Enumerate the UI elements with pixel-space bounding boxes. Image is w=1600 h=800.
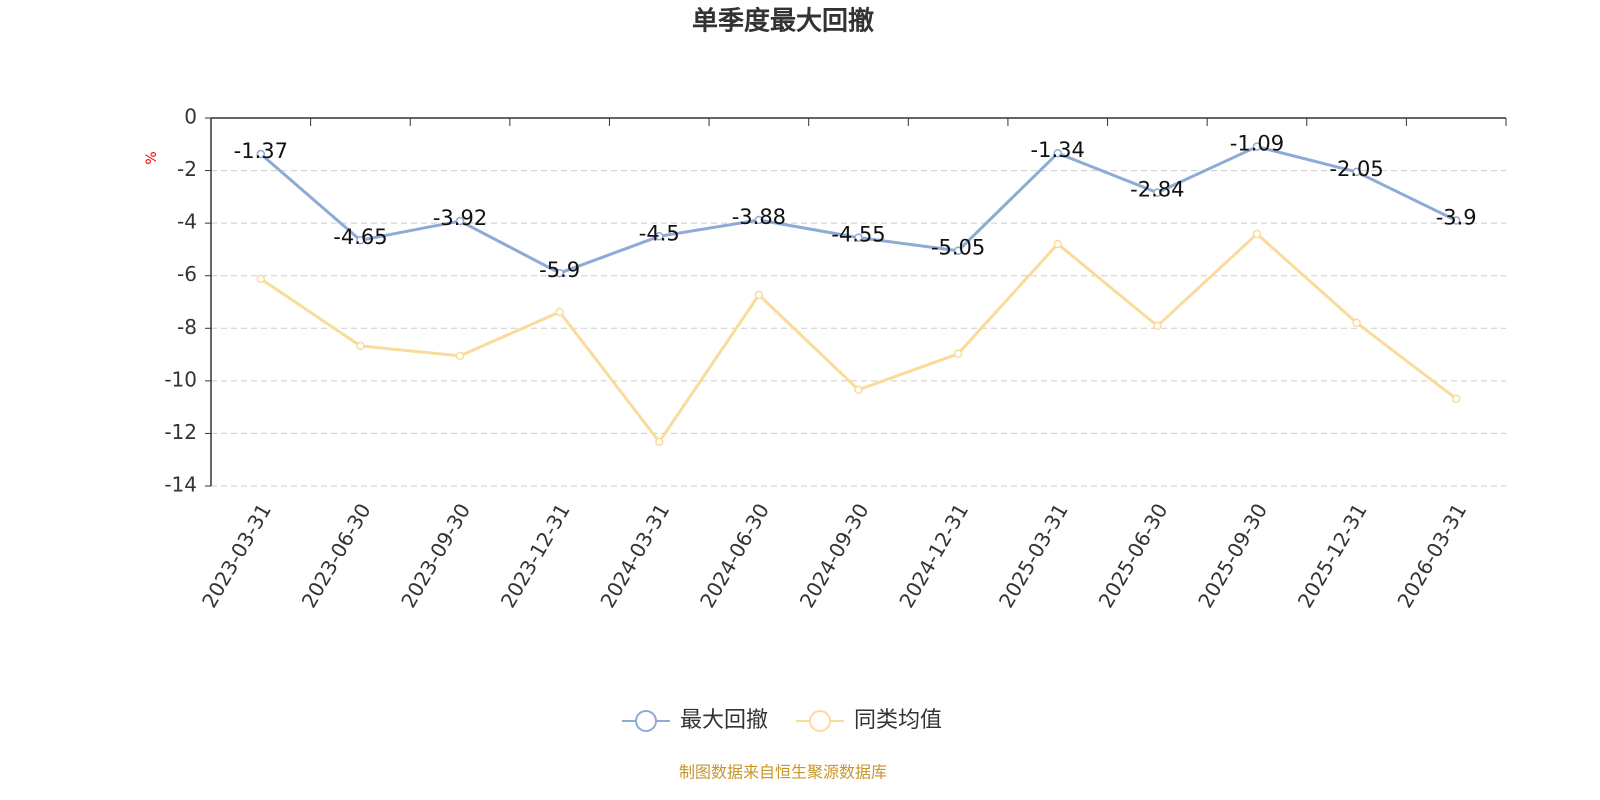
point xyxy=(953,246,963,255)
point xyxy=(256,149,266,159)
data-label: -1.37 xyxy=(234,139,288,163)
y-tick-label: -8 xyxy=(177,315,197,339)
data-label: -1.09 xyxy=(1230,132,1284,156)
legend-label: 最大回撤 xyxy=(680,708,768,733)
point xyxy=(356,235,365,245)
y-tick-label: -2 xyxy=(177,157,197,181)
point xyxy=(1451,394,1461,403)
source-note: 制图数据来自恒生聚源数据库 xyxy=(679,763,887,782)
data-label: -4.5 xyxy=(639,221,680,245)
point xyxy=(455,351,465,361)
x-tick-label: 2023-06-30 xyxy=(297,499,376,612)
point xyxy=(455,216,465,226)
x-tick-label: 2024-03-31 xyxy=(595,499,674,612)
point xyxy=(1252,142,1262,151)
y-tick-label: -14 xyxy=(164,473,197,497)
data-label: -2.84 xyxy=(1130,178,1184,202)
point xyxy=(1053,148,1062,158)
x-tick-label: 2024-09-30 xyxy=(795,499,874,612)
point xyxy=(1153,321,1162,331)
point xyxy=(555,268,564,278)
data-label: -1.34 xyxy=(1031,138,1085,162)
y-tick-label: -10 xyxy=(164,367,197,391)
x-tick-label: 2025-03-31 xyxy=(994,499,1073,612)
point xyxy=(1451,216,1461,225)
point xyxy=(555,307,564,317)
legend-symbol xyxy=(635,710,657,732)
point xyxy=(1053,239,1062,249)
data-label: -4.55 xyxy=(831,223,885,247)
x-tick-label: 2025-09-30 xyxy=(1193,499,1272,612)
data-label: -5.9 xyxy=(539,258,580,282)
point xyxy=(854,233,863,242)
x-tick-label: 2025-12-31 xyxy=(1293,499,1372,612)
point xyxy=(256,274,266,284)
x-tick-label: 2023-09-30 xyxy=(396,499,475,612)
legend-symbol xyxy=(809,710,831,732)
x-tick-label: 2024-06-30 xyxy=(695,499,774,612)
point xyxy=(1252,229,1262,239)
x-tick-label: 2023-12-31 xyxy=(496,499,575,612)
y-tick-label: 0 xyxy=(184,105,197,129)
chart-title: 单季度最大回撤 xyxy=(692,6,874,37)
point xyxy=(1352,167,1361,177)
point xyxy=(754,290,764,300)
data-label: -4.65 xyxy=(333,225,387,249)
point xyxy=(1352,318,1361,328)
y-tick-label: -6 xyxy=(177,262,197,286)
point xyxy=(1153,188,1162,197)
point xyxy=(356,341,365,351)
data-label: -2.05 xyxy=(1329,157,1383,181)
series-line xyxy=(259,231,1458,445)
point xyxy=(655,232,664,241)
x-tick-label: 2025-06-30 xyxy=(1094,499,1173,612)
y-tick-label: -4 xyxy=(177,210,197,234)
x-tick-label: 2026-03-31 xyxy=(1392,499,1471,612)
legend-label: 同类均值 xyxy=(854,708,942,733)
x-tick-label: 2024-12-31 xyxy=(894,499,973,612)
data-label: -3.9 xyxy=(1436,206,1477,230)
y-tick-label: -12 xyxy=(164,420,197,444)
data-label: -3.92 xyxy=(433,206,487,230)
point xyxy=(953,349,963,359)
x-tick-label: 2023-03-31 xyxy=(197,499,276,612)
data-label: -3.88 xyxy=(732,205,786,229)
data-label: -5.05 xyxy=(931,236,985,260)
y-axis-label: % xyxy=(144,151,160,164)
point xyxy=(754,215,764,225)
point xyxy=(854,385,863,395)
point xyxy=(655,437,664,447)
